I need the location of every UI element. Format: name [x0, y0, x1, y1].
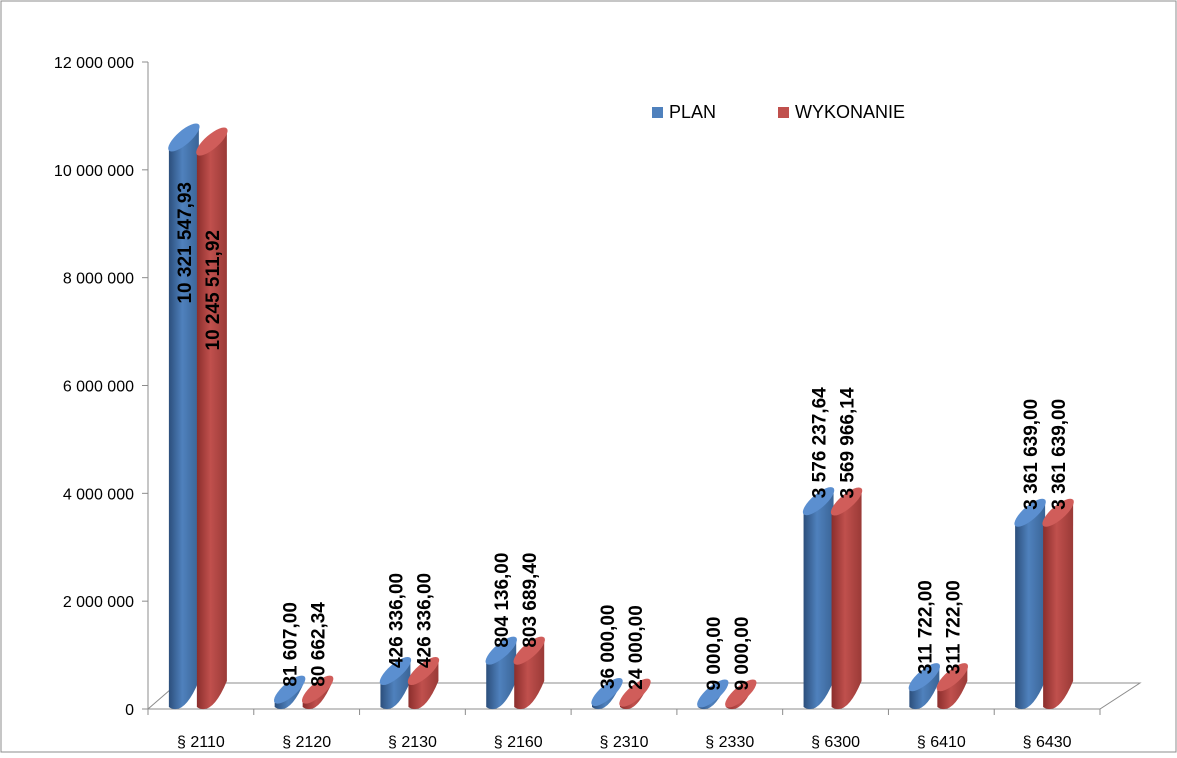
bar-top: [196, 127, 228, 156]
bar-top: [379, 656, 412, 686]
bar-wykonanie-6: [830, 487, 863, 710]
bar-body: [168, 124, 199, 710]
bar-plan-1: [273, 675, 306, 710]
bar-wykonanie-4: [619, 678, 651, 710]
bar-plan-2: [379, 656, 412, 710]
bar-top: [513, 636, 545, 665]
x-tick-label: § 2310: [600, 734, 649, 751]
x-tick-label: § 6430: [1023, 734, 1072, 751]
data-label: 426 336,00: [414, 573, 435, 668]
bar-wykonanie-0: [196, 127, 228, 710]
bar-plan-4: [591, 678, 623, 710]
data-label: 804 136,00: [492, 553, 513, 648]
data-label: 36 000,00: [598, 605, 619, 690]
bar-top: [273, 675, 306, 704]
y-tick-label: 12 000 000: [54, 55, 134, 72]
bar-top: [407, 656, 440, 686]
data-label: 9 000,00: [732, 617, 753, 691]
y-tick-label: 8 000 000: [63, 271, 134, 288]
data-label: 24 000,00: [626, 605, 647, 690]
data-label: 10 245 511,92: [203, 230, 224, 350]
x-tick-label: § 2130: [388, 734, 437, 751]
bar-top: [697, 679, 729, 708]
x-tick-label: § 2330: [705, 734, 754, 751]
bar-top: [301, 675, 334, 704]
bar-top: [168, 123, 200, 152]
data-label: 80 662,34: [309, 602, 330, 687]
bar-body: [1043, 499, 1074, 710]
data-label: 3 361 639,00: [1021, 399, 1042, 510]
bar-wykonanie-3: [513, 636, 545, 710]
x-tick-label: § 2120: [282, 734, 331, 751]
bar-wykonanie-5: [725, 679, 757, 710]
x-tick-label: § 2160: [494, 734, 543, 751]
bar-top: [802, 487, 835, 516]
bar-body: [1015, 499, 1046, 710]
bar-wykonanie-1: [301, 675, 334, 710]
bar-plan-3: [485, 636, 517, 710]
bar-wykonanie-7: [936, 663, 969, 710]
legend-swatch-plan: [652, 107, 663, 118]
y-tick-label: 4 000 000: [63, 486, 134, 503]
bar-plan-5: [697, 679, 729, 710]
bar-body: [514, 637, 545, 710]
y-tick-label: 0: [125, 702, 134, 719]
data-label: 311 722,00: [915, 580, 936, 674]
bar-top: [619, 678, 651, 707]
x-tick-label: § 6300: [811, 734, 860, 751]
data-label: 426 336,00: [386, 573, 407, 668]
x-tick-label: § 2110: [177, 734, 225, 751]
bar-body: [486, 637, 517, 710]
y-tick-label: 2 000 000: [63, 594, 134, 611]
data-label: 311 722,00: [943, 580, 964, 674]
bar-wykonanie-8: [1042, 498, 1074, 710]
bar-body: [831, 488, 862, 710]
data-label: 9 000,00: [704, 617, 725, 691]
bar-top: [725, 679, 757, 708]
bar-top: [591, 678, 623, 707]
bar-top: [1014, 498, 1046, 527]
data-label: 3 569 966,14: [838, 387, 859, 498]
x-tick-label: § 6410: [917, 734, 966, 751]
bar-plan-8: [1014, 498, 1046, 710]
data-label: 81 607,00: [281, 602, 302, 687]
bar-top: [485, 636, 517, 665]
data-label: 803 689,40: [520, 553, 541, 648]
bar-body: [196, 128, 227, 710]
bar-body: [803, 488, 834, 710]
data-label: 3 361 639,00: [1049, 399, 1070, 510]
bar-top: [908, 663, 941, 692]
legend-label-wykonanie: WYKONANIE: [795, 102, 905, 122]
bar-plan-6: [802, 487, 835, 710]
bar-top: [1042, 498, 1074, 527]
data-label: 3 576 237,64: [810, 387, 831, 498]
bar-plan-0: [168, 123, 200, 710]
y-tick-label: 10 000 000: [54, 163, 134, 180]
y-tick-label: 6 000 000: [63, 379, 134, 396]
legend-swatch-wykonanie: [778, 107, 789, 118]
bar-top: [936, 663, 969, 692]
data-label: 10 321 547,93: [175, 182, 196, 304]
bar-plan-7: [908, 663, 941, 710]
bar-wykonanie-2: [407, 656, 440, 710]
bar-top: [830, 487, 863, 516]
legend-label-plan: PLAN: [669, 102, 716, 122]
